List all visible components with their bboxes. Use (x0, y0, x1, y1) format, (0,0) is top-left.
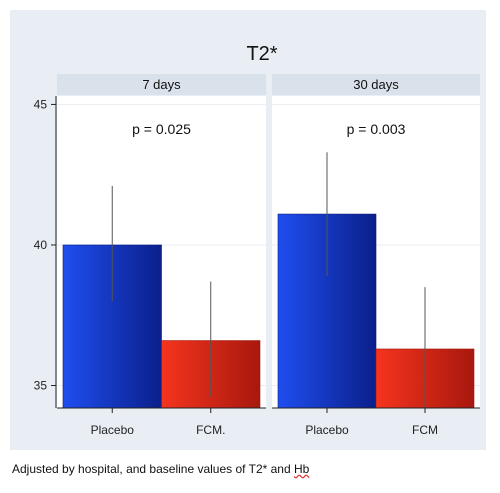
x-tick-label-2-2: FCM (412, 423, 438, 437)
pvalue-label-1: p = 0.025 (132, 121, 191, 137)
panel-header-2 (272, 74, 480, 95)
caption-hb: Hb (293, 462, 310, 476)
chart-svg: T2* 35 40 45 7 days Placebo FCM. p = 0.025 30 d… (34, 43, 480, 437)
panel-header-label-1: 7 days (142, 77, 181, 92)
y-tick-label-35: 35 (34, 379, 48, 393)
x-tick-label-2-1: Placebo (305, 423, 349, 437)
plot-layer: 35 40 45 7 days Placebo FCM. p = 0.025 30 days P… (34, 74, 480, 437)
caption-text: Adjusted by hospital, and baseline value… (12, 462, 294, 476)
y-tick-label-40: 40 (34, 238, 48, 252)
x-tick-label-1-2: FCM. (196, 423, 225, 437)
panel-header-1 (57, 74, 266, 95)
chart-title: T2* (246, 43, 277, 65)
pvalue-label-2: p = 0.003 (347, 121, 406, 137)
chart-figure: T2* 35 40 45 7 days Placebo FCM. p = 0.025 30 d… (10, 10, 486, 450)
caption: Adjusted by hospital, and baseline value… (12, 462, 309, 476)
y-tick-label-45: 45 (34, 97, 48, 111)
panel-header-label-2: 30 days (353, 77, 399, 92)
x-tick-label-1-1: Placebo (91, 423, 135, 437)
